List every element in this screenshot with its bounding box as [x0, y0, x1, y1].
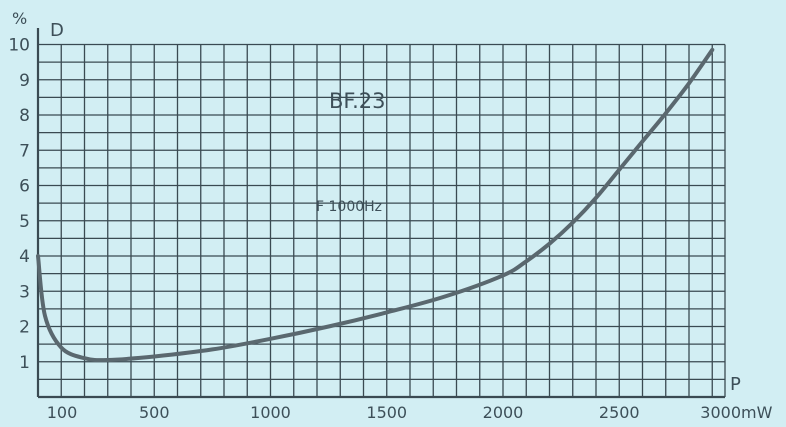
y-tick-label: 2: [19, 318, 30, 338]
x-tick-labels: 100 500 1000 1500 2000 2500 3000: [47, 403, 741, 422]
y-tick-labels: 1 2 3 4 5 6 7 8 9 10: [8, 36, 30, 373]
x-tick-label: 2000: [483, 403, 524, 422]
y-tick-label: 3: [19, 282, 30, 302]
y-tick-label: 10: [8, 36, 30, 56]
x-axis-label: P: [730, 374, 741, 395]
y-tick-label: 1: [19, 353, 30, 373]
chart-title: BF.23: [329, 89, 386, 113]
y-axis-label: D: [50, 20, 64, 41]
x-tick-label: 2500: [599, 403, 640, 422]
y-tick-label: 8: [19, 106, 30, 126]
x-tick-label: 100: [47, 403, 78, 422]
x-tick-label: 3000: [700, 403, 741, 422]
y-tick-label: 4: [19, 247, 30, 267]
y-tick-label: 7: [19, 141, 30, 161]
y-unit-label: %: [12, 9, 27, 28]
grid: [38, 43, 726, 397]
distortion-curve: [36, 47, 715, 363]
x-tick-label: 1000: [250, 403, 291, 422]
frequency-annotation: F 1000Hz: [316, 199, 382, 215]
y-tick-label: 6: [19, 177, 30, 197]
x-unit-label: mW: [741, 403, 773, 422]
y-tick-label: 5: [19, 212, 30, 232]
x-tick-label: 500: [139, 403, 170, 422]
axes: [36, 28, 725, 399]
x-tick-label: 1500: [366, 403, 407, 422]
y-tick-label: 9: [19, 71, 30, 91]
